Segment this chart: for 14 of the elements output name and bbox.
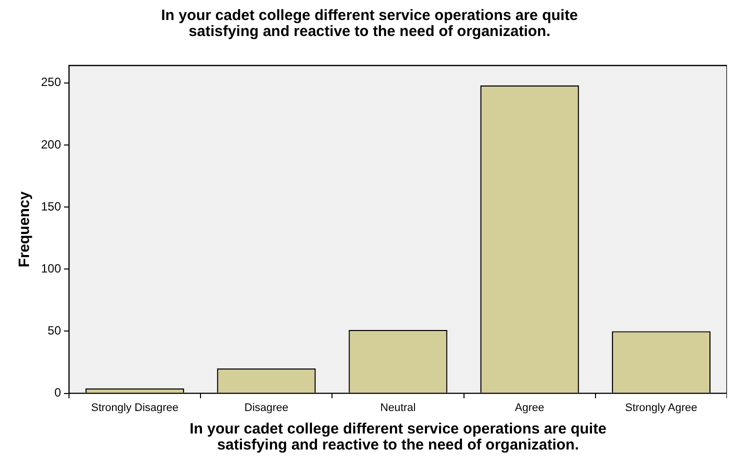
- x-axis-title: In your cadet college different service operations are quite satisfying and reactive to the need of organization.: [190, 420, 606, 454]
- x-tick-label: Strongly Agree: [625, 402, 698, 414]
- y-tick-label: 150: [40, 199, 62, 214]
- y-tick-label: 100: [40, 261, 62, 276]
- y-tick-label: 0: [54, 386, 62, 400]
- x-tick-label: Neutral: [380, 402, 416, 414]
- y-tick-label: 50: [48, 324, 62, 338]
- x-tick-label: Disagree: [244, 402, 288, 414]
- chart-title: In your cadet college different service operations are quite satisfying and reactive to the need of organization.: [161, 7, 578, 40]
- y-axis-title: Frequency: [16, 190, 34, 268]
- y-tick-label: 250: [40, 75, 62, 90]
- x-tick-label: Agree: [514, 402, 544, 414]
- x-tick-label: Strongly Disagree: [91, 402, 179, 414]
- y-tick-label: 200: [40, 137, 62, 152]
